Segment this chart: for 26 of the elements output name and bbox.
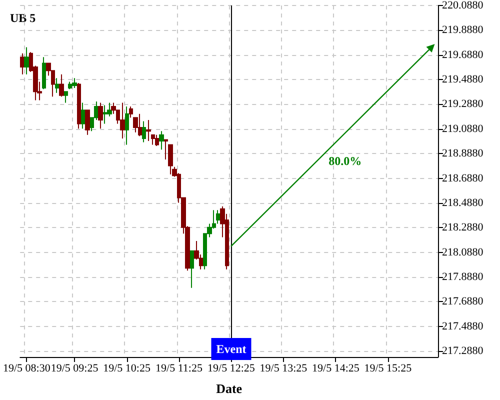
- y-tick-label: 217.8880: [442, 271, 484, 284]
- x-axis-title: Date: [216, 381, 242, 396]
- y-tick-label: 219.4880: [442, 74, 484, 86]
- x-tick-label: 19/5 13:25: [260, 362, 308, 374]
- x-tick-label: 19/5 11:25: [156, 362, 203, 374]
- ref-line-label: Event: [216, 342, 246, 356]
- y-tick-label: 217.6880: [442, 296, 484, 308]
- y-tick-label: 219.2880: [442, 98, 484, 110]
- y-tick-label: 218.0880: [442, 246, 484, 258]
- x-tick-label: 19/5 14:25: [312, 362, 360, 374]
- y-tick-label: 220.0880: [442, 0, 484, 12]
- y-tick-label: 219.0880: [442, 122, 484, 135]
- x-tick-label: 19/5 15:25: [364, 362, 412, 374]
- x-tick-label: 19/5 10:25: [103, 362, 151, 374]
- y-tick-label: 219.8880: [442, 24, 484, 36]
- y-tick-label: 219.6880: [442, 48, 484, 61]
- y-tick-label: 217.2880: [442, 345, 484, 358]
- y-tick-label: 218.2880: [442, 222, 484, 234]
- y-tick-label: 218.6880: [442, 172, 484, 184]
- annotation: 80.0%: [328, 154, 362, 168]
- x-tick-label: 19/5 09:25: [50, 362, 99, 374]
- x-tick-label: 19/5 08:30: [2, 362, 51, 374]
- y-tick-label: 218.8880: [442, 148, 484, 160]
- y-tick-label: 218.4880: [442, 196, 484, 209]
- y-tick-label: 217.4880: [442, 320, 484, 332]
- x-tick-label: 19/5 12:25: [208, 362, 256, 374]
